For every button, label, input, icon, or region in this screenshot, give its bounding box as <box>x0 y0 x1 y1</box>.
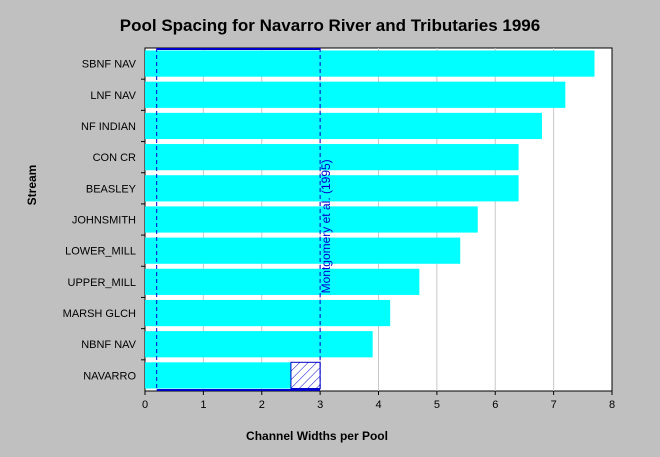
category-label: BEASLEY <box>86 183 137 195</box>
category-label: NF INDIAN <box>81 121 136 133</box>
x-tick-label: 0 <box>142 399 148 411</box>
category-label: CON CR <box>93 152 136 164</box>
bar <box>145 237 461 264</box>
x-tick-label: 1 <box>200 399 206 411</box>
bar <box>145 206 478 233</box>
bars-group <box>145 50 595 389</box>
x-axis-ticks: 0 1 2 3 4 5 6 7 8 <box>142 391 615 411</box>
category-label: LNF NAV <box>90 90 136 102</box>
x-tick-label: 8 <box>609 399 615 411</box>
category-label: UPPER_MILL <box>68 277 136 289</box>
category-label: LOWER_MILL <box>65 246 136 258</box>
category-label: NAVARRO <box>83 370 136 382</box>
y-axis-categories: SBNF NAV LNF NAV NF INDIAN CON CR BEASLEY JOH… <box>63 59 145 382</box>
bar <box>145 50 595 77</box>
bar <box>145 331 373 358</box>
y-axis-label: Stream <box>25 165 39 206</box>
bar <box>145 112 542 140</box>
category-label: JOHNSMITH <box>72 215 136 227</box>
x-tick-label: 6 <box>492 399 498 411</box>
reference-hatch <box>290 361 321 390</box>
category-label: SBNF NAV <box>82 59 137 71</box>
bar <box>145 299 391 327</box>
x-tick-label: 2 <box>259 399 265 411</box>
reference-band <box>156 48 321 391</box>
bar <box>145 144 519 171</box>
x-tick-label: 7 <box>551 399 557 411</box>
bar <box>145 268 420 295</box>
x-axis-label: Channel Widths per Pool <box>246 429 388 443</box>
bar <box>145 175 519 202</box>
x-tick-label: 4 <box>375 399 381 411</box>
bar <box>145 362 291 389</box>
chart-title: Pool Spacing for Navarro River and Tribu… <box>120 16 540 35</box>
x-tick-label: 5 <box>434 399 440 411</box>
bar <box>145 81 566 108</box>
category-label: NBNF NAV <box>81 339 136 351</box>
reference-band-label: Montgomery et al. (1995) <box>319 159 333 293</box>
x-tick-label: 3 <box>317 399 323 411</box>
category-label: MARSH GLCH <box>63 308 136 320</box>
